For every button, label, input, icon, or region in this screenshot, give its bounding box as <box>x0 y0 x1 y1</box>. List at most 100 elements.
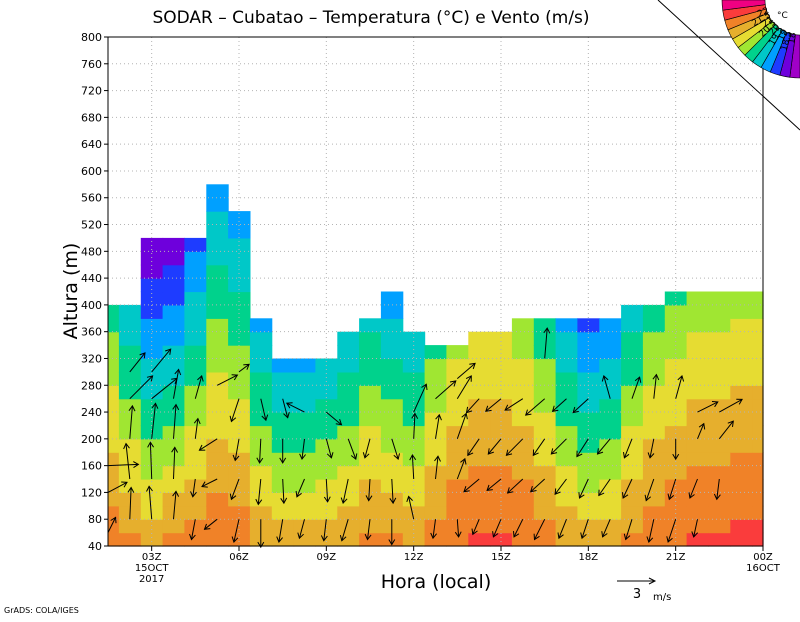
temperature-cell <box>555 371 578 386</box>
wind-vector <box>216 374 239 386</box>
y-tick-label: 280 <box>81 379 102 392</box>
temperature-cell <box>599 331 622 346</box>
x-tick-label: 12Z <box>404 552 424 563</box>
temperature-cell <box>642 398 666 413</box>
temperature-cell <box>359 452 382 467</box>
wind-vector-head <box>190 491 197 498</box>
wind-vector-head <box>492 531 499 538</box>
temperature-cell <box>249 371 273 386</box>
temperature-cell <box>686 358 709 373</box>
wind-vector-head <box>110 516 117 524</box>
temperature-cell <box>555 465 578 480</box>
y-tick-label: 40 <box>88 540 102 553</box>
temperature-cell <box>337 479 360 493</box>
wind-vector-shaft <box>718 420 734 440</box>
x-tick-label: 21Z <box>666 552 686 563</box>
temperature-cell <box>599 465 622 480</box>
temperature-cell <box>402 505 426 520</box>
wind-vector-shaft <box>693 519 698 538</box>
temperature-cell <box>108 398 120 413</box>
temperature-cell <box>577 385 600 400</box>
temperature-cell <box>293 371 316 386</box>
temperature-cell <box>118 492 142 507</box>
wind-vector-head <box>323 496 331 503</box>
wind-vector-head <box>280 497 288 505</box>
temperature-cell <box>686 385 709 400</box>
temperature-cell <box>599 505 622 520</box>
wind-vector-shaft <box>107 517 117 533</box>
temperature-cell <box>206 184 229 199</box>
temperature-cell <box>162 318 185 333</box>
temperature-cell <box>730 291 753 306</box>
wind-vector-head <box>256 457 264 464</box>
wind-vector <box>486 478 502 492</box>
temperature-cell <box>686 492 709 507</box>
wind-vector <box>524 398 546 416</box>
temperature-cell <box>293 412 316 427</box>
temperature-cell <box>686 479 709 493</box>
wind-vector <box>487 438 502 455</box>
wind-vector-shaft <box>298 519 305 539</box>
temperature-cell <box>108 519 120 534</box>
wind-vector <box>257 519 265 549</box>
wind-vector-shaft <box>554 478 567 495</box>
temperature-cell <box>140 385 164 400</box>
temperature-cell <box>730 385 753 400</box>
wind-vector-head <box>229 415 237 423</box>
temperature-cell <box>468 452 491 467</box>
wind-vector-head <box>146 485 153 492</box>
wind-vector-head <box>411 412 419 419</box>
wind-vector-shaft <box>194 375 203 399</box>
temperature-cell <box>686 304 709 319</box>
temperature-cell <box>599 318 622 333</box>
wind-vector-head <box>533 533 540 541</box>
wind-vector <box>198 438 218 451</box>
wind-vector-shaft <box>598 478 611 496</box>
temperature-cell <box>206 224 229 239</box>
wind-vector-shaft <box>234 438 240 461</box>
temperature-cell <box>206 251 229 266</box>
temperature-cell <box>228 304 251 319</box>
wind-vector-shaft <box>645 478 655 501</box>
wind-vector-head <box>644 494 652 502</box>
wind-vector <box>190 478 197 498</box>
temperature-cell <box>446 398 469 413</box>
temperature-cell <box>621 331 644 346</box>
temperature-cell <box>337 398 360 413</box>
temperature-cell <box>293 532 316 547</box>
temperature-cell <box>730 519 753 534</box>
temperature-cell <box>271 505 295 520</box>
temperature-cell <box>359 385 382 400</box>
wind-vector-head <box>557 532 564 540</box>
temperature-cell <box>271 385 295 400</box>
temperature-cell <box>446 358 469 373</box>
temperature-cell <box>184 398 207 413</box>
wind-vector-shaft <box>525 398 546 416</box>
temperature-cell <box>599 438 622 453</box>
temperature-cell <box>577 412 600 427</box>
temperature-cell <box>446 438 469 453</box>
wind-vector-shaft <box>194 418 199 439</box>
wind-vector-shaft <box>653 374 657 399</box>
wind-vector <box>238 363 250 373</box>
temperature-cell <box>249 438 273 453</box>
temperature-cell <box>184 479 207 493</box>
temperature-cell <box>752 358 764 373</box>
temperature-cell <box>206 358 229 373</box>
wind-vector-head <box>172 403 180 411</box>
wind-vector-shaft <box>149 442 153 480</box>
temperature-cell <box>184 318 207 333</box>
temperature-cell <box>118 385 142 400</box>
wind-vector <box>151 402 159 439</box>
temperature-cell <box>162 519 185 534</box>
temperature-cell <box>511 479 535 493</box>
wind-vector-head <box>421 383 428 391</box>
wind-vector-shaft <box>192 478 196 497</box>
wind-vector-shaft <box>487 438 502 455</box>
temperature-cell <box>206 197 229 212</box>
temperature-cell <box>359 318 382 333</box>
temperature-cell <box>642 492 666 507</box>
temperature-cell <box>380 371 404 386</box>
temperature-cell <box>206 412 229 427</box>
y-tick-label: 520 <box>81 219 102 232</box>
